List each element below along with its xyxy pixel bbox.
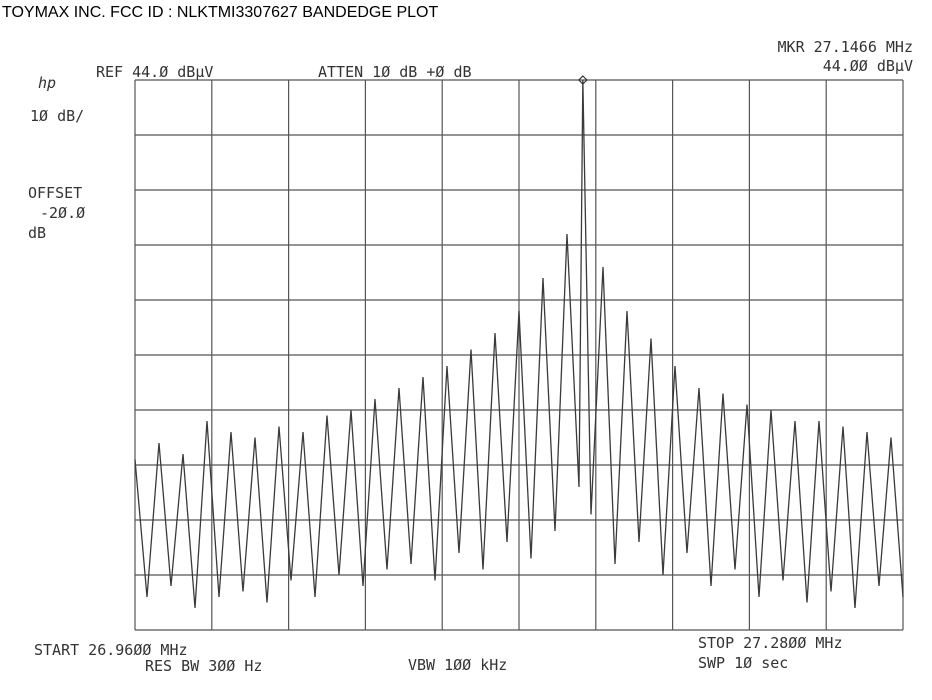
trace <box>134 79 904 609</box>
annotation: RES BW 3ØØ Hz <box>145 657 262 675</box>
annotation: ATTEN 1Ø dB +Ø dB <box>318 63 472 81</box>
annotation: 1Ø dB/ <box>30 107 84 125</box>
chart-title: TOYMAX INC. FCC ID : NLKTMI3307627 BANDE… <box>2 4 438 21</box>
annotation: hp <box>38 74 56 92</box>
annotation: dB <box>28 224 46 242</box>
marker-label: 44.ØØ dBµV <box>823 57 913 75</box>
annotation: SWP 1Ø sec <box>698 654 788 672</box>
annotation: OFFSET <box>28 184 82 202</box>
annotation: STOP 27.28ØØ MHz <box>698 634 843 652</box>
annotation: START 26.96ØØ MHz <box>34 641 188 659</box>
annotation: REF 44.Ø dBµV <box>96 63 213 81</box>
annotation: -2Ø.Ø <box>40 204 85 222</box>
marker <box>577 75 588 85</box>
annotation: VBW 1ØØ kHz <box>408 656 507 674</box>
marker-label: MKR 27.1466 MHz <box>778 38 913 56</box>
